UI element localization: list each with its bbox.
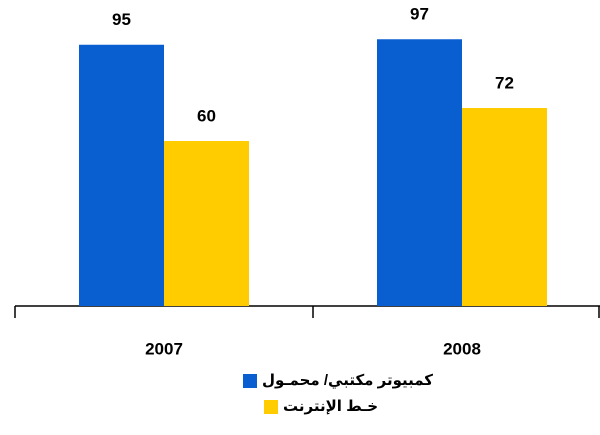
legend-label: كمبيوتر مكتبي/ محمـول bbox=[262, 372, 433, 389]
legend-label: خـط الإنترنت bbox=[283, 398, 378, 415]
legend-swatch bbox=[264, 400, 278, 414]
bar bbox=[377, 39, 462, 306]
x-tick-label: 2007 bbox=[145, 339, 183, 358]
value-label: 60 bbox=[197, 106, 216, 125]
legend-swatch bbox=[243, 374, 257, 388]
value-label: 72 bbox=[495, 73, 514, 92]
x-tick-label: 2008 bbox=[443, 339, 481, 358]
bar bbox=[79, 44, 164, 306]
value-label: 95 bbox=[112, 10, 131, 29]
bar bbox=[164, 141, 249, 306]
value-label: 97 bbox=[410, 5, 429, 24]
bar bbox=[462, 108, 547, 306]
